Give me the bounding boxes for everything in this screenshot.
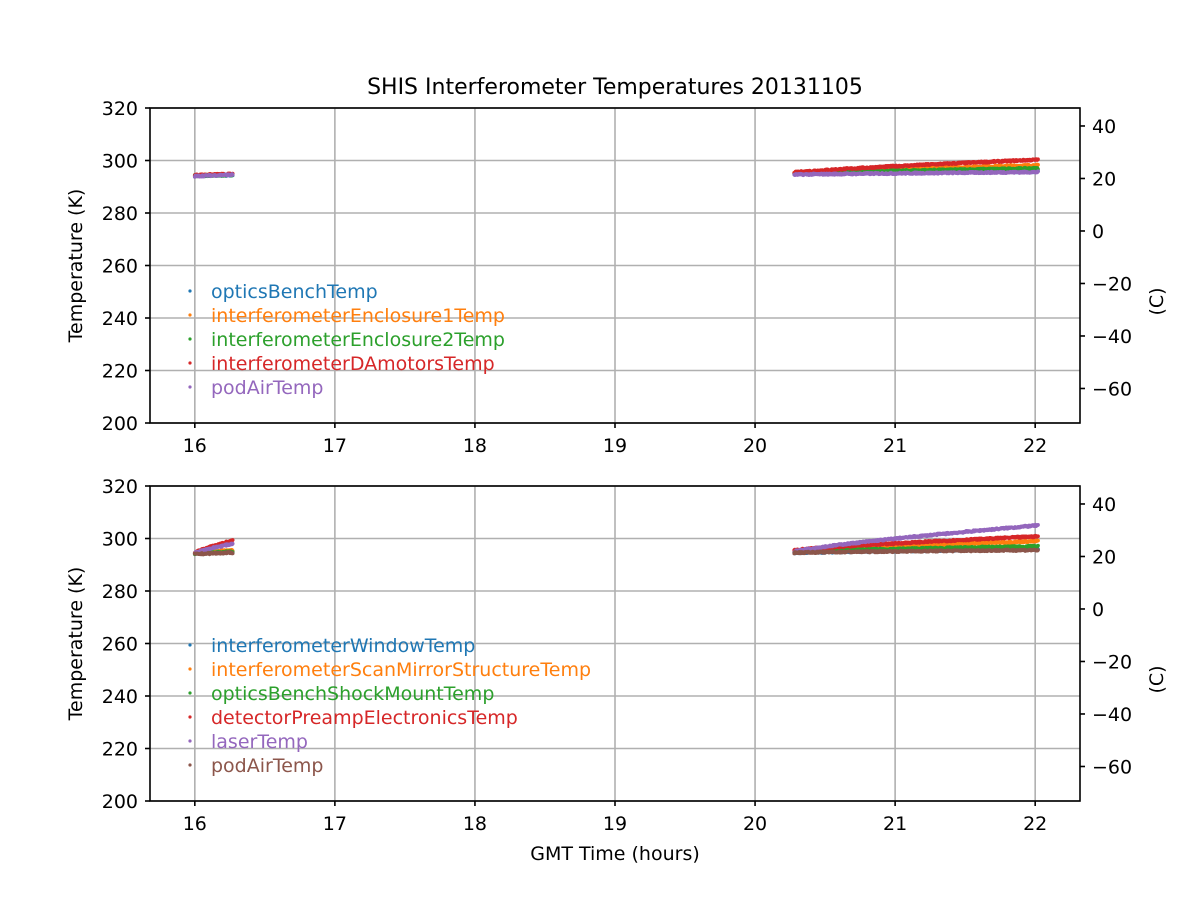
legend-marker bbox=[188, 385, 192, 389]
data-points bbox=[192, 157, 1040, 179]
y-tick-label: 300 bbox=[102, 151, 138, 173]
x-tick-label: 19 bbox=[603, 813, 627, 835]
y-tick-label: 220 bbox=[102, 361, 138, 383]
panel-1: 16 17 18 19 20 21 2220022024026028030032040200… bbox=[65, 98, 1168, 457]
x-tick-label: 17 bbox=[323, 813, 347, 835]
y-tick-label: 260 bbox=[102, 256, 138, 278]
legend-marker bbox=[188, 289, 192, 293]
legend-marker bbox=[188, 361, 192, 365]
x-tick-label: 21 bbox=[883, 435, 907, 457]
legend-marker bbox=[188, 313, 192, 317]
legend-entry: podAirTemp bbox=[211, 377, 323, 399]
data-point bbox=[1036, 157, 1040, 162]
legend: opticsBenchTempinterferometerEnclosure1T… bbox=[188, 281, 505, 399]
data-point bbox=[230, 172, 235, 177]
y-right-tick-label: 0 bbox=[1092, 221, 1104, 243]
x-tick-label: 16 bbox=[183, 435, 207, 457]
legend-entry: interferometerDAmotorsTemp bbox=[211, 353, 495, 375]
data-point bbox=[1036, 534, 1040, 539]
legend-marker bbox=[188, 337, 192, 341]
x-tick-label: 16 bbox=[183, 813, 207, 835]
series-points-6 bbox=[192, 547, 1040, 557]
y-right-tick-label: 20 bbox=[1092, 168, 1116, 190]
x-tick-label: 17 bbox=[323, 435, 347, 457]
legend-entry: interferometerEnclosure2Temp bbox=[211, 329, 505, 351]
data-points bbox=[192, 522, 1040, 557]
data-point bbox=[1036, 548, 1040, 552]
data-point bbox=[1036, 169, 1040, 174]
x-tick-label: 20 bbox=[743, 813, 767, 835]
y-tick-label: 320 bbox=[102, 98, 138, 120]
y-tick-label: 200 bbox=[102, 413, 138, 435]
y-tick-label: 240 bbox=[102, 308, 138, 330]
x-tick-label: 22 bbox=[1023, 813, 1047, 835]
y-axis-label: Temperature (K) bbox=[65, 189, 87, 344]
data-point bbox=[230, 541, 235, 546]
series-points-5 bbox=[192, 169, 1040, 179]
x-tick-label: 20 bbox=[743, 435, 767, 457]
data-point bbox=[1036, 162, 1040, 167]
legend-entry: interferometerEnclosure1Temp bbox=[211, 305, 505, 327]
panel-2: 16 17 18 19 20 21 2220022024026028030032040200… bbox=[65, 476, 1168, 835]
data-point bbox=[1036, 538, 1040, 543]
y-right-tick-label: 40 bbox=[1092, 116, 1116, 138]
x-tick-label: 21 bbox=[883, 813, 907, 835]
y-right-tick-label: −40 bbox=[1092, 326, 1132, 348]
y-tick-label: 280 bbox=[102, 203, 138, 225]
data-point bbox=[230, 538, 235, 542]
chart-title: SHIS Interferometer Temperatures 2013110… bbox=[367, 75, 863, 100]
y-right-tick-label: −60 bbox=[1092, 378, 1132, 400]
data-point bbox=[230, 551, 235, 556]
legend-entry: opticsBenchTemp bbox=[211, 281, 378, 303]
x-tick-label: 18 bbox=[463, 435, 487, 457]
data-point bbox=[1036, 543, 1040, 548]
y-right-axis-label: (C) bbox=[1146, 287, 1168, 315]
data-point bbox=[1036, 522, 1040, 527]
x-tick-label: 22 bbox=[1023, 435, 1047, 457]
x-tick-label: 19 bbox=[603, 435, 627, 457]
y-right-tick-label: −20 bbox=[1092, 273, 1132, 295]
panels: 16 17 18 19 20 21 2220022024026028030032040200… bbox=[65, 98, 1168, 835]
x-tick-label: 18 bbox=[463, 813, 487, 835]
